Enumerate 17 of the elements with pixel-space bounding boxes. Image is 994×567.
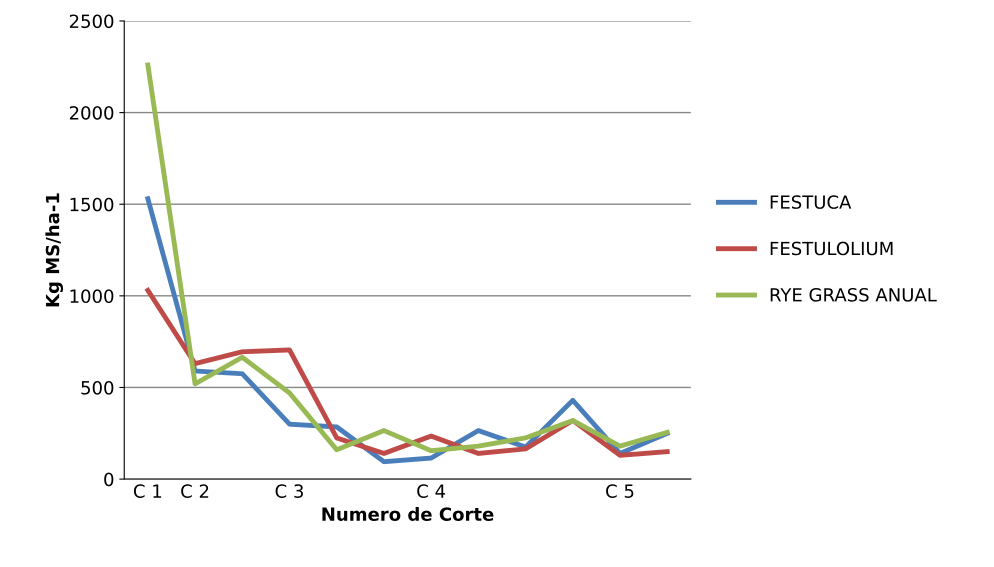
x-axis-title: Numero de Corte: [322, 507, 494, 521]
y-axis-title: Kg MS/ha-1: [45, 193, 64, 306]
x-tick-label: C 3: [276, 484, 303, 498]
x-tick-label: C 4: [417, 484, 446, 498]
y-tick-label: 2000: [70, 106, 114, 120]
y-tick-label: 1000: [70, 289, 114, 303]
y-tick-label: 500: [81, 380, 114, 395]
y-tick-label: 0: [104, 472, 114, 486]
x-tick-label: C 1: [134, 484, 162, 498]
x-tick-label: C 5: [606, 484, 634, 498]
y-tick-label: 1500: [70, 198, 114, 212]
x-tick-label: C 2: [181, 484, 208, 498]
legend-label: FESTUCA: [770, 195, 852, 209]
line-series: [145, 62, 670, 454]
y-tick-label: 2500: [70, 14, 114, 28]
legend-label: FESTULOLIUM: [770, 242, 892, 256]
legend-label: RYE GRASS ANUAL: [770, 288, 937, 302]
